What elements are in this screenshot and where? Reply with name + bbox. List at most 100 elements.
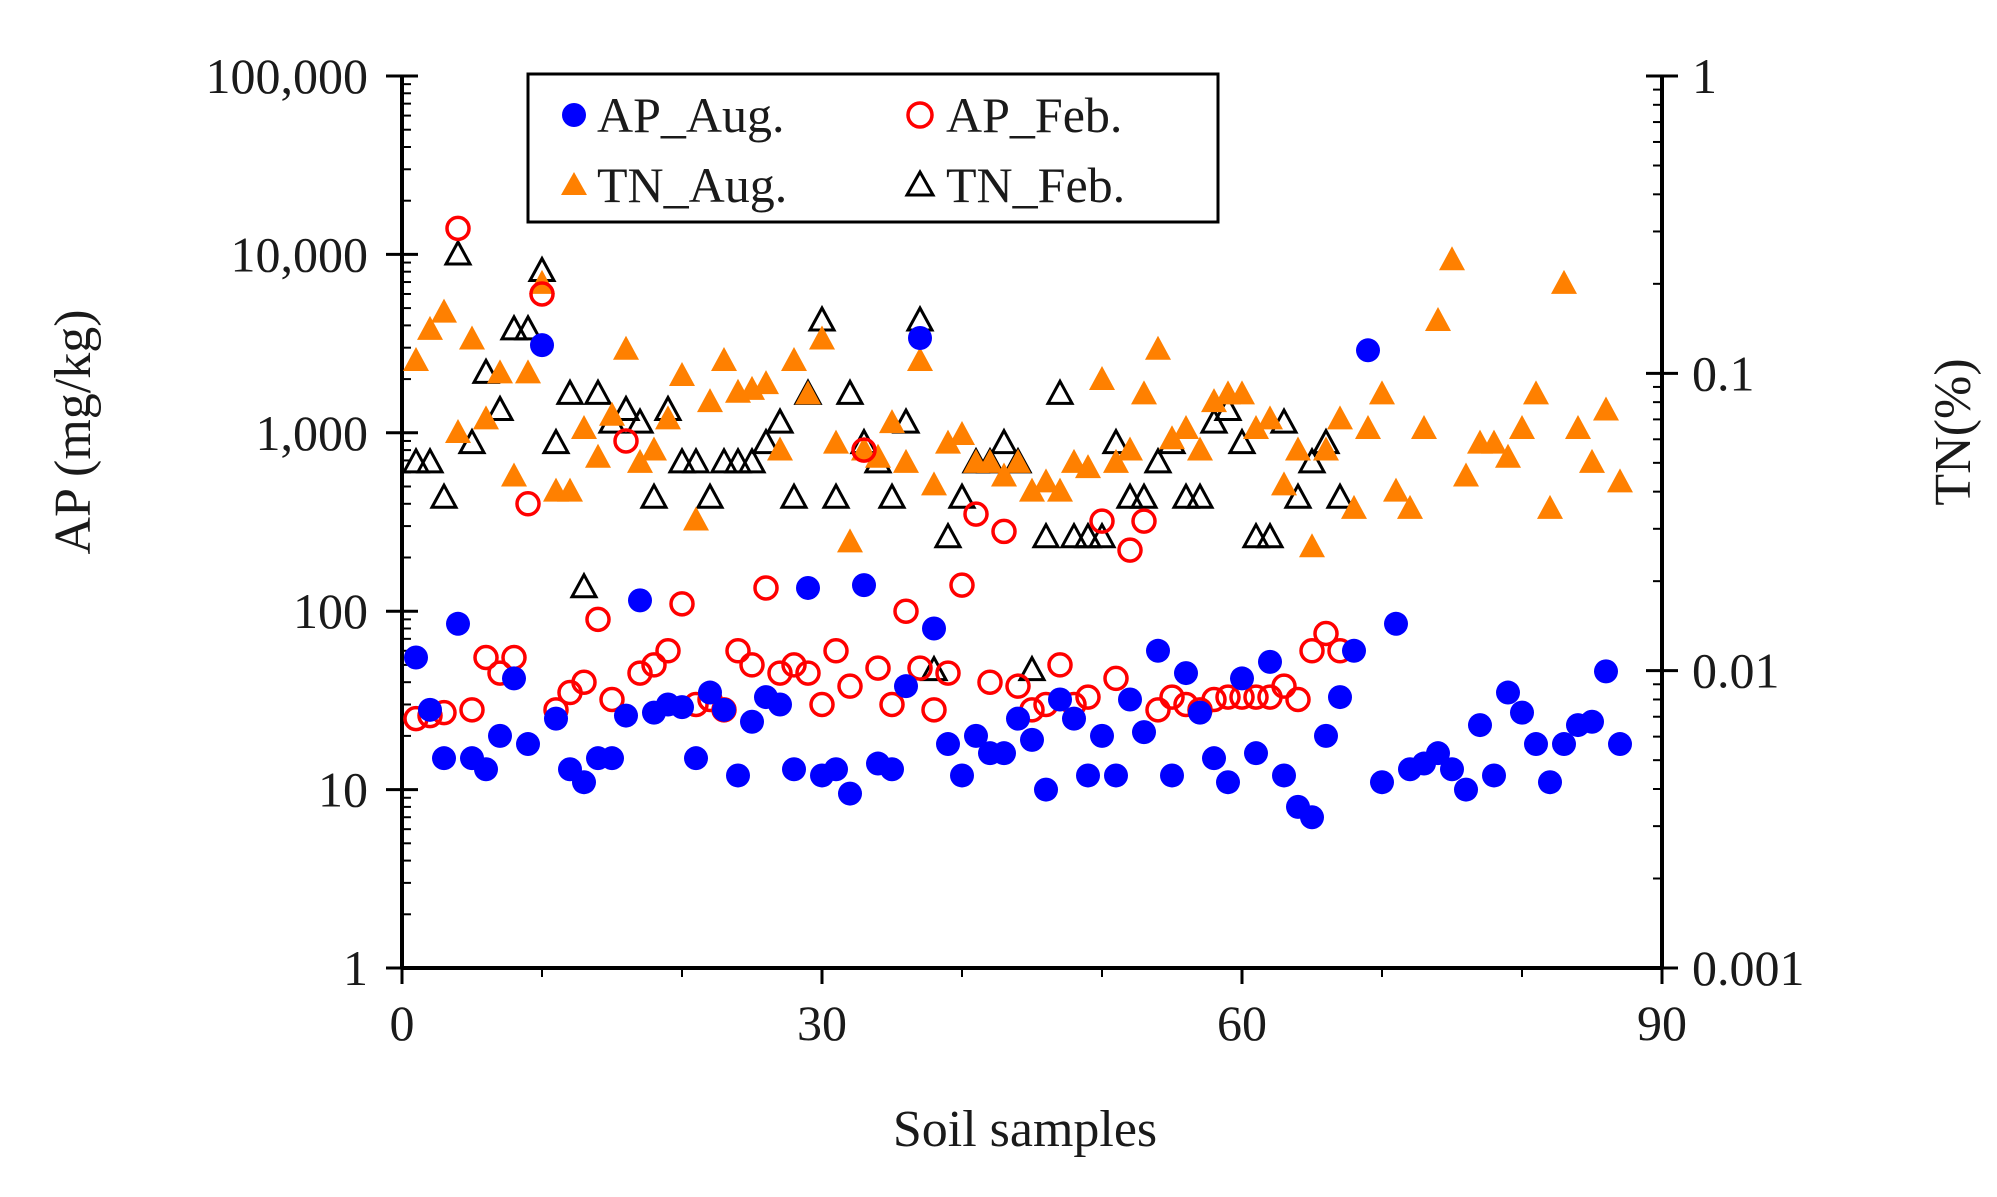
point-tn-aug [669, 361, 695, 386]
point-ap-aug [1146, 638, 1170, 663]
point-tn-aug [795, 380, 821, 405]
point-ap-feb [977, 669, 1003, 695]
legend-label-tn-aug: TN_Aug. [597, 157, 787, 213]
point-tn-aug [473, 405, 499, 430]
point-ap-feb [907, 655, 933, 681]
point-ap-feb [879, 691, 905, 718]
point-ap-feb [753, 575, 779, 601]
point-ap-aug [446, 611, 470, 636]
point-tn-aug [781, 347, 807, 372]
y-right-tick-label: 0.001 [1692, 940, 1805, 996]
point-ap-aug [628, 588, 652, 613]
point-tn-feb [1045, 378, 1075, 405]
point-ap-aug [670, 695, 694, 720]
point-tn-feb [877, 482, 907, 509]
point-tn-aug [991, 462, 1017, 487]
point-tn-aug [1131, 380, 1157, 405]
point-ap-feb [613, 428, 639, 454]
point-tn-aug [1593, 396, 1619, 421]
point-tn-feb [751, 427, 781, 455]
point-ap-feb [921, 697, 947, 723]
point-ap-feb [571, 669, 597, 695]
point-ap-aug [1314, 723, 1338, 748]
point-ap-feb [1145, 697, 1171, 723]
point-tn-aug [501, 462, 527, 487]
point-tn-aug [977, 448, 1003, 473]
point-tn-aug [1285, 436, 1311, 461]
point-tn-aug [1271, 471, 1297, 496]
point-ap-feb [1159, 684, 1185, 710]
point-ap-aug [1132, 720, 1156, 745]
point-tn-aug [683, 506, 709, 531]
point-tn-aug [1565, 414, 1591, 439]
point-ap-aug [782, 757, 806, 782]
point-tn-aug [1355, 414, 1381, 439]
point-ap-aug [1384, 611, 1408, 636]
point-ap-aug [488, 723, 512, 748]
point-tn-aug [459, 325, 485, 350]
point-tn-aug [627, 448, 653, 473]
point-tn-feb [1227, 427, 1257, 455]
point-ap-aug [1594, 659, 1618, 684]
y-axis-right-title: TN(%) [1925, 358, 1982, 505]
point-ap-aug [1062, 706, 1086, 731]
point-ap-aug [796, 575, 820, 600]
point-ap-aug [992, 741, 1016, 766]
point-tn-aug [445, 418, 471, 443]
point-tn-aug [1201, 388, 1227, 413]
point-tn-feb [541, 427, 571, 455]
point-ap-feb [865, 655, 891, 681]
point-tn-aug [865, 443, 891, 468]
legend-marker-ap-feb [906, 101, 934, 129]
point-tn-feb [443, 238, 473, 266]
point-tn-aug [1145, 335, 1171, 360]
point-ap-aug [684, 746, 708, 771]
point-tn-aug [1579, 448, 1605, 473]
point-ap-aug [1328, 685, 1352, 710]
point-tn-feb [513, 313, 543, 341]
point-tn-feb [1185, 482, 1215, 509]
point-tn-aug [1509, 414, 1535, 439]
point-tn-feb [919, 654, 949, 682]
point-ap-aug [516, 732, 540, 757]
point-ap-aug [894, 674, 918, 699]
point-tn-feb [737, 446, 767, 474]
point-tn-feb [1325, 482, 1355, 509]
point-ap-aug [1370, 770, 1394, 795]
point-ap-feb [991, 518, 1017, 545]
point-tn-feb [471, 357, 501, 384]
point-ap-feb [1075, 684, 1101, 710]
point-tn-feb [611, 394, 641, 421]
x-axis-title: Soil samples [893, 1101, 1157, 1158]
point-ap-feb [515, 491, 541, 517]
legend-box [526, 72, 1220, 224]
point-ap-feb [459, 697, 485, 723]
point-ap-aug [530, 333, 554, 358]
point-tn-feb [415, 446, 445, 474]
point-tn-aug [949, 421, 975, 446]
point-ap-aug [1174, 661, 1198, 686]
point-tn-feb [555, 378, 585, 405]
point-tn-aug [837, 528, 863, 553]
point-tn-aug [1537, 494, 1563, 519]
point-tn-feb [625, 407, 655, 434]
point-tn-feb [947, 482, 977, 509]
point-ap-feb [641, 652, 667, 678]
point-ap-aug [404, 645, 428, 670]
point-tn-aug [557, 477, 583, 502]
point-ap-feb [823, 638, 849, 664]
point-tn-aug [1187, 436, 1213, 461]
y-left-tick-label: 10 [318, 762, 368, 818]
point-tn-feb [681, 446, 711, 474]
point-tn-aug [1075, 454, 1101, 479]
y-axis-left-title: AP (mg/kg) [45, 309, 102, 554]
point-ap-aug [936, 732, 960, 757]
point-tn-aug [1481, 429, 1507, 454]
point-tn-feb [1087, 521, 1117, 549]
point-tn-aug [851, 436, 877, 461]
point-tn-aug [753, 370, 779, 395]
point-ap-aug [838, 781, 862, 806]
y-left-tick-label: 100,000 [206, 48, 369, 104]
